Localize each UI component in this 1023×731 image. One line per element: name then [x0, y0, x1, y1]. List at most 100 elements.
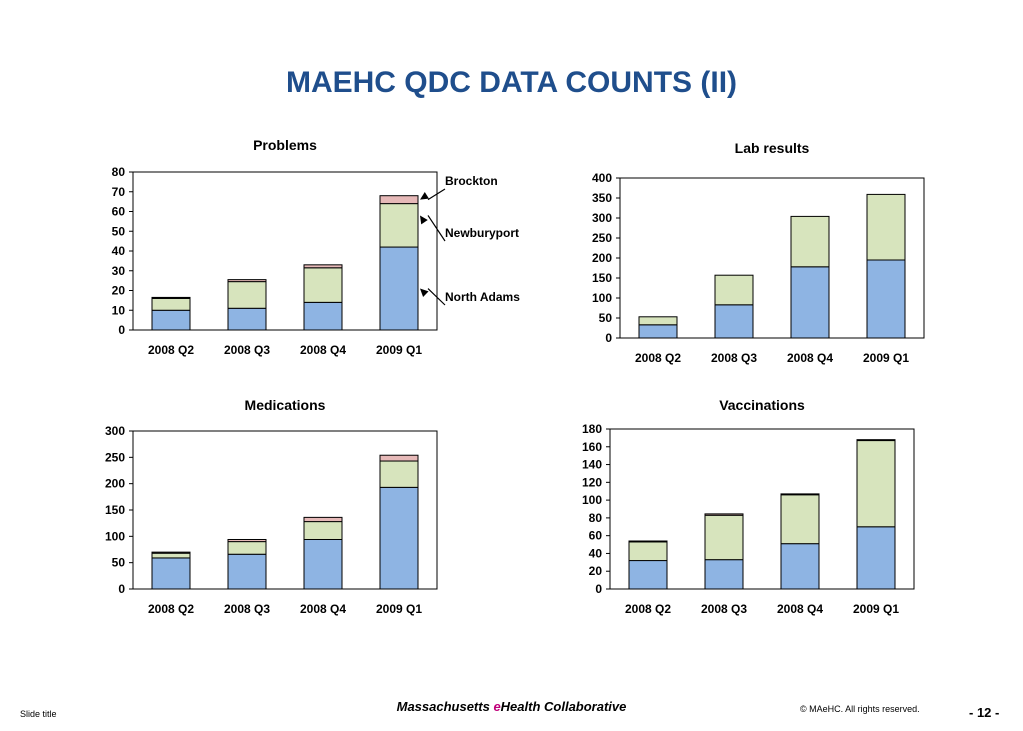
y-tick-label: 80: [112, 165, 126, 179]
medications-chart: Medications 0 50 100 150 200 250 300 2008 Q2 2008…: [105, 397, 438, 616]
chart-title: Vaccinations: [719, 397, 805, 413]
y-tick-label: 120: [582, 475, 602, 489]
bar-segment: [856, 440, 896, 528]
annotation-arrow-head: [420, 192, 429, 200]
y-tick-label: 50: [599, 311, 613, 325]
chart-group: Vaccinations 0 20 40 60 80 100 120 140 160 180 2008…: [582, 397, 915, 616]
x-tick-label: 2009 Q1: [376, 602, 422, 616]
y-tick-label: 50: [112, 224, 126, 238]
bar-segment: [303, 264, 343, 269]
y-tick-label: 0: [605, 331, 612, 345]
y-tick-label: 150: [592, 271, 612, 285]
bar-segment: [379, 454, 419, 462]
bar-segment: [790, 215, 830, 268]
bar-segment: [379, 246, 419, 331]
bar-segment: [780, 493, 820, 496]
bar-segment: [780, 494, 820, 545]
annotation-arrow-line: [427, 188, 446, 201]
bar-segment: [780, 543, 820, 590]
bar-segment: [638, 316, 678, 326]
x-tick-label: 2008 Q3: [224, 343, 270, 357]
y-tick-label: 40: [112, 244, 126, 258]
annotation-arrow-line: [427, 288, 446, 306]
bar-segment: [704, 559, 744, 590]
x-tick-label: 2008 Q4: [787, 351, 833, 365]
annotation-arrow-head: [420, 288, 429, 297]
x-tick-label: 2009 Q1: [853, 602, 899, 616]
y-tick-label: 70: [112, 185, 126, 199]
bar-segment: [227, 281, 267, 309]
bar-segment: [866, 193, 906, 261]
vaccinations-chart: Vaccinations 0 20 40 60 80 100 120 140 160 180 2008…: [582, 397, 915, 616]
page-number: - 12 -: [969, 705, 1000, 720]
y-tick-label: 200: [592, 251, 612, 265]
y-tick-label: 100: [105, 529, 125, 543]
slide-title: MAEHC QDC DATA COUNTS (II): [285, 66, 738, 99]
x-tick-label: 2008 Q3: [224, 602, 270, 616]
bar-segment: [151, 309, 191, 331]
chart-title: Problems: [253, 137, 317, 153]
bar-segment: [856, 439, 896, 442]
y-tick-label: 150: [105, 503, 125, 517]
y-tick-label: 60: [112, 205, 126, 219]
x-tick-label: 2009 Q1: [863, 351, 909, 365]
y-tick-label: 0: [595, 582, 602, 596]
chart-group: Medications 0 50 100 150 200 250 300 2008 Q2 2008…: [105, 397, 438, 616]
y-tick-label: 100: [582, 493, 602, 507]
bar-segment: [227, 553, 267, 590]
bar-segment: [704, 513, 744, 516]
series-annotation: Brockton: [445, 174, 498, 188]
bar-segment: [790, 266, 830, 339]
x-tick-label: 2008 Q3: [711, 351, 757, 365]
y-tick-label: 300: [592, 211, 612, 225]
x-tick-label: 2008 Q2: [148, 343, 194, 357]
bar-segment: [227, 307, 267, 331]
bar-segment: [379, 486, 419, 590]
bar-segment: [151, 297, 191, 311]
series-annotation: North Adams: [445, 290, 520, 304]
footer-org-e: e: [493, 699, 501, 714]
x-tick-label: 2008 Q3: [701, 602, 747, 616]
footer-org-prefix: Massachusetts: [396, 699, 494, 714]
bar-segment: [227, 541, 267, 555]
y-tick-label: 30: [112, 264, 126, 278]
annotation-arrow-head: [420, 215, 428, 225]
bar-segment: [303, 521, 343, 540]
y-tick-label: 160: [582, 440, 602, 454]
chart-group: Lab results 0 50 100 150 200 250 300 350 400 2008 …: [592, 140, 925, 365]
x-tick-label: 2008 Q2: [625, 602, 671, 616]
bar-segment: [303, 538, 343, 590]
bar-segment: [303, 267, 343, 303]
x-tick-label: 2009 Q1: [376, 343, 422, 357]
footer-org-suffix: Health Collaborative: [500, 699, 627, 714]
y-tick-label: 20: [589, 564, 603, 578]
chart-group: Problems 0 10 20 30 40 50 60 70 80 2008 Q2 2008 Q3 2…: [112, 137, 520, 357]
y-tick-label: 0: [118, 323, 125, 337]
chart-title: Lab results: [735, 140, 810, 156]
bar-segment: [638, 324, 678, 339]
x-tick-label: 2008 Q4: [777, 602, 823, 616]
y-tick-label: 180: [582, 422, 602, 436]
lab-results-chart: Lab results 0 50 100 150 200 250 300 350 400 2008 …: [592, 140, 925, 365]
chart-title: Medications: [245, 397, 326, 413]
x-tick-label: 2008 Q2: [148, 602, 194, 616]
series-annotation: Newburyport: [445, 226, 519, 240]
y-tick-label: 60: [589, 529, 603, 543]
y-tick-label: 300: [105, 424, 125, 438]
bar-segment: [151, 552, 191, 559]
bar-segment: [227, 538, 267, 543]
y-tick-label: 40: [589, 546, 603, 560]
y-tick-label: 10: [112, 303, 126, 317]
y-tick-label: 350: [592, 191, 612, 205]
x-tick-label: 2008 Q4: [300, 343, 346, 357]
bar-segment: [379, 460, 419, 488]
bar-segment: [866, 259, 906, 339]
x-tick-label: 2008 Q2: [635, 351, 681, 365]
y-tick-label: 250: [105, 450, 125, 464]
bar-segment: [714, 304, 754, 339]
y-tick-label: 250: [592, 231, 612, 245]
y-tick-label: 50: [112, 556, 126, 570]
y-tick-label: 140: [582, 458, 602, 472]
bar-segment: [379, 195, 419, 205]
y-tick-label: 20: [112, 284, 126, 298]
